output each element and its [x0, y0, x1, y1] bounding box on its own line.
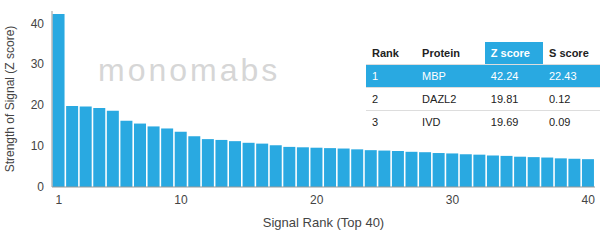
- html-text:Z score: Z score: [490, 47, 530, 59]
- html-text:Rank: Rank: [372, 47, 399, 59]
- html-text:19.69: 19.69: [490, 116, 519, 128]
- html-text:IVD: IVD: [422, 116, 441, 128]
- svg-text:20: 20: [310, 193, 324, 207]
- svg-text:10: 10: [174, 193, 188, 207]
- html-text:1: 1: [372, 70, 379, 82]
- html-text:3: 3: [372, 116, 379, 128]
- html-text:0.12: 0.12: [549, 93, 571, 105]
- svg-text:20: 20: [31, 98, 45, 112]
- svg-text:30: 30: [446, 193, 460, 207]
- svg-text:40: 40: [31, 17, 45, 31]
- svg-text:30: 30: [31, 57, 45, 71]
- html-text:42.24: 42.24: [490, 70, 519, 82]
- svg-text:10: 10: [31, 139, 45, 153]
- html-text:19.81: 19.81: [490, 93, 519, 105]
- html-text:monomabs: monomabs: [98, 52, 281, 88]
- html-text:Protein: Protein: [422, 47, 460, 59]
- html-text:2: 2: [372, 93, 379, 105]
- html-text:22.43: 22.43: [549, 70, 577, 82]
- svg-text:Strength of Signal (Z score): Strength of Signal (Z score): [8, 26, 17, 173]
- svg-text:Signal Rank (Top 40): Signal Rank (Top 40): [263, 215, 384, 230]
- html-text:MBP: MBP: [422, 70, 446, 82]
- html-text:DAZL2: DAZL2: [422, 93, 457, 105]
- svg-text:0: 0: [37, 180, 44, 194]
- html-text:S score: S score: [549, 47, 589, 59]
- svg-text:1: 1: [55, 193, 62, 207]
- html-text:0.09: 0.09: [549, 116, 571, 128]
- svg-text:40: 40: [582, 193, 592, 207]
